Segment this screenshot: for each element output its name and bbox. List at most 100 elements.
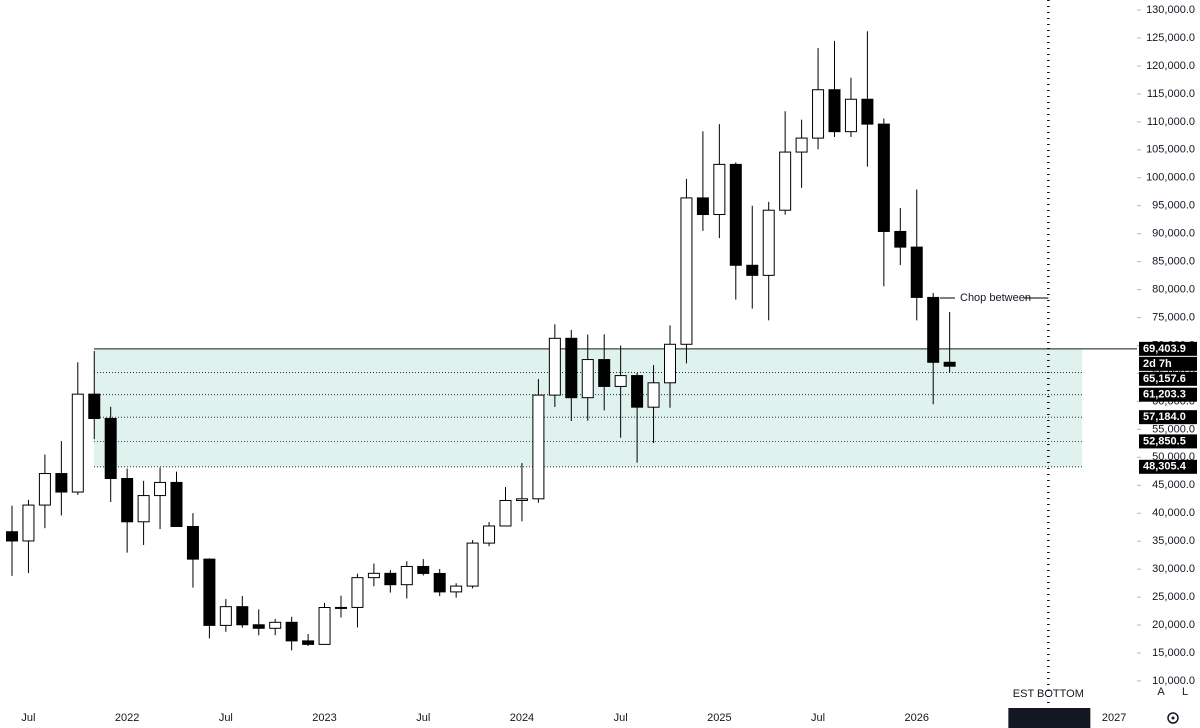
annotation: Chop between <box>960 292 1031 304</box>
candle-body <box>433 572 446 593</box>
settings-icon[interactable] <box>1167 712 1179 724</box>
level-label: 61,203.3 <box>1143 389 1186 401</box>
marker-label: EST BOTTOM <box>1013 688 1084 700</box>
candle-body <box>943 361 956 367</box>
candle-body <box>664 343 676 384</box>
x-tick-label: 2027 <box>1102 712 1126 724</box>
candle-body <box>746 264 759 276</box>
candle-body <box>795 137 808 153</box>
candle-body <box>581 359 594 399</box>
candle-body <box>877 123 890 232</box>
candle-body <box>351 577 364 608</box>
candle-body <box>828 89 841 133</box>
level-label-box <box>1139 341 1197 356</box>
y-tick-label: 75,000.0 <box>1152 311 1195 323</box>
candle-body <box>779 151 792 211</box>
level-label: 57,184.0 <box>1143 411 1186 423</box>
candle-body <box>861 98 874 125</box>
candle-body <box>335 606 347 609</box>
candle-body <box>910 246 923 298</box>
marker-date: Tue 01 Sep '26 <box>1012 712 1087 724</box>
y-tick-label: 120,000.0 <box>1146 60 1195 72</box>
level-label: 48,305.4 <box>1143 461 1187 473</box>
candle-body <box>548 337 561 396</box>
level-label-box <box>1139 387 1197 402</box>
candle-body <box>565 337 578 399</box>
x-tick-label: 2026 <box>905 712 929 724</box>
y-tick-label: 100,000.0 <box>1146 172 1195 184</box>
candle-body <box>894 230 907 248</box>
y-tick-label: 40,000.0 <box>1152 507 1195 519</box>
y-tick-label: 105,000.0 <box>1146 144 1195 156</box>
y-tick-label: 95,000.0 <box>1152 200 1195 212</box>
date-box <box>1008 708 1091 728</box>
y-tick-label: 85,000.0 <box>1152 256 1195 268</box>
candle-body <box>71 393 84 493</box>
x-tick-label: Jul <box>811 712 825 724</box>
countdown: 2d 7h <box>1143 358 1172 370</box>
level-label-box <box>1139 371 1197 386</box>
x-tick-label: 2025 <box>707 712 731 724</box>
candle-body <box>203 558 216 626</box>
candle-body <box>285 621 298 642</box>
y-tick-label: 10,000.0 <box>1152 675 1195 687</box>
candle-body <box>302 640 315 645</box>
candle-body <box>170 481 183 527</box>
y-tick-label: 110,000.0 <box>1147 116 1195 128</box>
y-tick-label: 55,000.0 <box>1152 423 1195 435</box>
candle-body <box>532 394 545 500</box>
settings-icon-dot <box>1171 716 1175 720</box>
candle-body <box>631 375 644 408</box>
toolbar-button[interactable]: L <box>1182 686 1188 698</box>
x-tick-label: 2023 <box>312 712 336 724</box>
level-label: 65,157.6 <box>1143 373 1186 385</box>
level-label-box <box>1139 434 1197 449</box>
candle-body <box>450 585 463 593</box>
candle-body <box>88 393 101 419</box>
x-tick-label: 2024 <box>510 712 534 724</box>
candle-body <box>927 296 940 363</box>
candle-body <box>466 542 479 587</box>
x-tick-label: Jul <box>614 712 628 724</box>
candle-body <box>762 209 775 276</box>
level-label: 52,850.5 <box>1143 435 1186 447</box>
candle-body <box>137 495 150 523</box>
candle-body <box>499 499 512 527</box>
candle-body <box>219 606 232 626</box>
candle-body <box>647 382 660 408</box>
candle-body <box>729 163 742 266</box>
candle-body <box>186 525 199 560</box>
candle-body <box>236 606 249 626</box>
candle-body <box>680 197 693 345</box>
y-tick-label: 30,000.0 <box>1152 563 1195 575</box>
toolbar-button[interactable]: A <box>1157 686 1165 698</box>
candle-body <box>104 417 117 480</box>
candle-body <box>269 621 282 629</box>
candle-body <box>55 473 68 493</box>
candle-body <box>844 98 857 133</box>
y-tick-label: 25,000.0 <box>1152 591 1195 603</box>
level-label-box <box>1139 459 1197 474</box>
candle-body <box>367 572 380 579</box>
candle-body <box>515 498 528 501</box>
candle-body <box>22 504 35 542</box>
y-tick-label: 35,000.0 <box>1152 535 1195 547</box>
y-tick-label: 45,000.0 <box>1152 479 1195 491</box>
x-tick-label: 2022 <box>115 712 139 724</box>
y-tick-label: 90,000.0 <box>1152 228 1195 240</box>
y-tick-label: 15,000.0 <box>1152 647 1195 659</box>
candle-body <box>598 359 611 387</box>
candle-body <box>696 197 709 216</box>
y-tick-label: 115,000.0 <box>1147 88 1195 100</box>
x-tick-label: Jul <box>219 712 233 724</box>
y-tick-label: 20,000.0 <box>1152 619 1195 631</box>
candle-body <box>483 525 496 544</box>
level-label-box <box>1139 410 1197 425</box>
candle-body <box>713 163 726 216</box>
countdown-box <box>1139 356 1197 371</box>
candle-body <box>400 565 413 586</box>
y-tick-label: 130,000.0 <box>1146 4 1195 16</box>
candle-body <box>812 89 825 139</box>
candle-body <box>38 473 51 506</box>
